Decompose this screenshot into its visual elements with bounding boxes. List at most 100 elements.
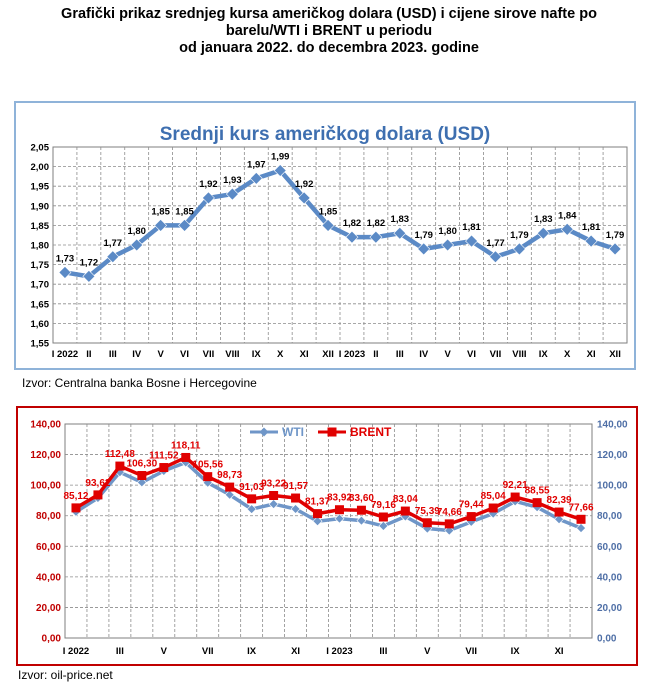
usd-y-tick-label: 1,95	[31, 182, 50, 193]
oil-y-left-tick-label: 120,00	[30, 450, 61, 461]
title-line-3: od januara 2022. do decembra 2023. godin…	[179, 40, 479, 56]
brent-data-label: 82,39	[547, 495, 572, 506]
usd-x-tick-label: VII	[203, 349, 215, 360]
usd-x-tick-label: XI	[587, 349, 596, 360]
usd-data-label: 1,83	[534, 214, 553, 225]
brent-data-point	[247, 494, 257, 504]
usd-x-tick-label: VII	[490, 349, 502, 360]
usd-x-tick-label: V	[444, 349, 451, 360]
wti-data-point	[444, 525, 455, 536]
wti-data-point	[378, 521, 389, 531]
usd-x-tick-label: I 2023	[339, 349, 365, 360]
usd-data-point	[536, 226, 550, 240]
oil-source: Izvor: oil-price.net	[18, 668, 113, 682]
usd-x-tick-label: IV	[419, 349, 429, 360]
usd-x-tick-label: II	[86, 349, 91, 360]
usd-x-tick-label: VI	[180, 349, 189, 360]
usd-data-label: 1,79	[414, 230, 433, 241]
usd-data-point	[369, 230, 383, 244]
title-line-1: Grafički prikaz srednjeg kursa američkog…	[61, 6, 597, 22]
brent-data-label: 79,44	[459, 500, 484, 511]
oil-chart-frame: 0,00 0,00 20,00 20,00 40,00 40,00 60,00 60,00 80…	[16, 406, 638, 666]
brent-data-label: 111,52	[149, 451, 179, 462]
usd-y-tick-label: 1,55	[31, 339, 50, 350]
usd-data-point	[489, 250, 502, 264]
usd-x-tick-label: I 2022	[52, 349, 78, 360]
oil-y-left-tick-label: 60,00	[36, 542, 61, 553]
brent-data-label: 88,55	[525, 486, 550, 497]
usd-data-label: 1,77	[486, 238, 505, 249]
usd-data-point	[321, 218, 335, 232]
usd-data-point	[584, 234, 598, 248]
brent-data-label: 81,37	[305, 497, 330, 508]
usd-series-line	[64, 168, 616, 279]
usd-data-label: 1,85	[175, 206, 194, 217]
brent-data-point	[576, 514, 586, 524]
brent-data-label: 77,66	[569, 502, 594, 513]
oil-x-tick-label: IX	[511, 646, 521, 657]
brent-data-point	[488, 503, 498, 513]
usd-data-point	[130, 238, 144, 252]
usd-y-tick-label: 2,05	[31, 143, 50, 154]
wti-data-point	[246, 504, 257, 515]
oil-y-right-tick-label: 0,00	[597, 634, 617, 645]
usd-data-point	[58, 266, 72, 279]
oil-y-right-tick-label: 140,00	[597, 420, 628, 431]
usd-data-label: 1,92	[295, 179, 314, 190]
usd-data-label: 1,72	[80, 257, 99, 268]
usd-data-point	[512, 242, 526, 256]
brent-data-point	[269, 491, 279, 501]
wti-data-point	[224, 489, 235, 500]
wti-data-point	[312, 516, 323, 527]
usd-data-point	[465, 234, 478, 248]
wti-data-point	[554, 514, 564, 525]
oil-x-tick-label: IX	[247, 646, 257, 657]
brent-data-label: 83,92	[327, 493, 352, 504]
brent-data-point	[334, 505, 344, 515]
oil-x-tick-label: III	[379, 646, 387, 657]
legend-brent-label: BRENT	[350, 425, 392, 439]
usd-data-point	[273, 164, 287, 177]
usd-data-point	[202, 191, 215, 205]
usd-x-tick-label: IX	[252, 349, 262, 360]
brent-data-point	[137, 471, 147, 481]
usd-y-tick-label: 1,90	[31, 201, 50, 212]
brent-data-point	[466, 512, 476, 522]
wti-data-point	[356, 515, 367, 526]
usd-x-tick-label: II	[373, 349, 378, 360]
brent-data-point	[356, 505, 366, 515]
usd-x-tick-label: VIII	[512, 349, 526, 360]
usd-y-tick-label: 1,75	[31, 260, 50, 271]
usd-y-tick-label: 1,80	[31, 241, 50, 252]
usd-y-tick-label: 1,85	[31, 221, 50, 232]
oil-y-right-tick-label: 120,00	[597, 450, 628, 461]
usd-data-label: 1,84	[558, 210, 577, 221]
brent-data-label: 75,39	[415, 506, 440, 517]
brent-data-label: 83,04	[393, 494, 418, 505]
usd-y-tick-label: 1,70	[31, 280, 50, 291]
wti-data-point	[136, 477, 147, 488]
usd-data-point	[297, 191, 311, 205]
oil-x-tick-label: I 2023	[326, 646, 352, 657]
oil-x-tick-label: XI	[555, 646, 564, 657]
brent-data-label: 112,48	[105, 449, 135, 460]
title-line-2: barelu/WTI i BRENT u periodu	[225, 23, 433, 39]
oil-y-right-tick-label: 40,00	[597, 572, 622, 583]
brent-data-point	[225, 482, 235, 492]
oil-x-tick-label: III	[116, 646, 124, 657]
usd-data-point	[154, 218, 168, 232]
usd-y-tick-label: 1,60	[31, 319, 50, 330]
usd-data-point	[560, 222, 574, 236]
oil-y-right-tick-label: 60,00	[597, 542, 622, 553]
brent-data-label: 85,04	[481, 491, 506, 502]
brent-data-point	[159, 463, 169, 473]
brent-data-point	[378, 512, 388, 522]
brent-data-label: 79,16	[371, 500, 396, 511]
usd-data-point	[225, 187, 239, 201]
brent-data-point	[444, 519, 454, 529]
brent-data-point	[532, 498, 542, 508]
oil-y-left-tick-label: 40,00	[36, 572, 61, 583]
usd-data-point	[249, 171, 263, 185]
usd-data-label: 1,80	[438, 226, 457, 237]
usd-chart-frame: Srednji kurs američkog dolara (USD) 1,55 1…	[14, 101, 636, 370]
